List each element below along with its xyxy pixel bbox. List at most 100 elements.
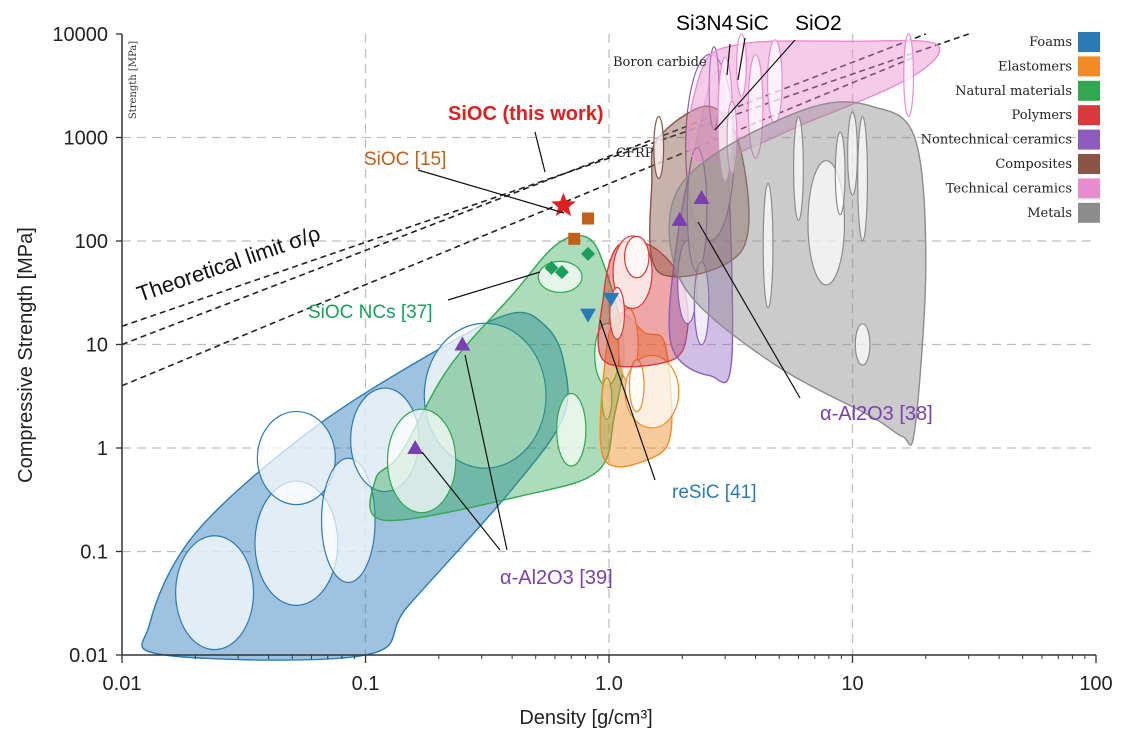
annotation-al2o3-38: α-Al2O3 [38] bbox=[820, 403, 933, 425]
point-square bbox=[582, 212, 595, 225]
family-polymers bbox=[597, 235, 689, 368]
legend-label: Polymers bbox=[1012, 108, 1072, 123]
legend-swatch bbox=[1078, 129, 1100, 150]
annotation-al2o3-39: α-Al2O3 [39] bbox=[500, 567, 613, 589]
leader-line bbox=[417, 169, 565, 214]
point-diamond bbox=[581, 246, 596, 261]
guide-line bbox=[121, 33, 927, 346]
family-bubble bbox=[793, 116, 804, 222]
y-tick-label: 1 bbox=[97, 438, 108, 460]
y-tick-label: 100 bbox=[75, 231, 108, 253]
point-triangle-up bbox=[693, 190, 710, 205]
family-bubble bbox=[766, 39, 783, 124]
legend-label: Metals bbox=[1027, 206, 1072, 221]
leader-line bbox=[697, 221, 801, 399]
point-triangle-up bbox=[407, 440, 424, 454]
family-bubble bbox=[726, 100, 738, 175]
legend-swatch bbox=[1078, 56, 1100, 77]
x-axis-label: Density [g/cm³] bbox=[519, 707, 652, 729]
family-bubble bbox=[854, 323, 871, 366]
legend-swatch bbox=[1078, 105, 1100, 126]
point-triangle-down bbox=[603, 292, 620, 307]
inner-y-axis-label: Strength [MPa] bbox=[128, 41, 139, 119]
x-tick-label: 10 bbox=[841, 673, 863, 695]
x-tick-label: 1.0 bbox=[595, 673, 623, 695]
data-points bbox=[407, 190, 710, 454]
annotation-sic: SiC bbox=[735, 12, 769, 35]
legend-label: Composites bbox=[995, 157, 1072, 172]
legend-label: Elastomers bbox=[998, 59, 1072, 74]
leader-line bbox=[737, 37, 746, 81]
legend-item: Composites bbox=[995, 154, 1100, 174]
y-tick-label: 10 bbox=[86, 335, 108, 357]
annotation-sio2: SiO2 bbox=[795, 12, 842, 35]
legend-item: Metals bbox=[1027, 202, 1100, 223]
family-bubble bbox=[556, 392, 587, 467]
family-bubble bbox=[903, 33, 915, 118]
annotation-this-work: SiOC (this work) bbox=[448, 103, 604, 125]
guide-lines bbox=[121, 33, 969, 387]
leader-line bbox=[421, 451, 501, 551]
legend-swatch bbox=[1078, 80, 1100, 101]
legend-swatch bbox=[1078, 202, 1100, 223]
legend-label: Technical ceramics bbox=[946, 181, 1072, 196]
family-bubble bbox=[386, 408, 457, 514]
family-bubble bbox=[628, 359, 645, 413]
annotation-sioc-ncs: SiOC NCs [37] bbox=[308, 302, 433, 323]
y-tick-label: 10000 bbox=[52, 24, 108, 46]
point-triangle-up bbox=[454, 336, 471, 351]
legend-item: Natural materials bbox=[955, 80, 1100, 101]
x-tick-label: 100 bbox=[1079, 673, 1112, 695]
point-diamond bbox=[554, 265, 569, 280]
y-axis-label: Compressive Strength [MPa] bbox=[15, 227, 37, 483]
legend-item: Elastomers bbox=[998, 56, 1100, 77]
family-bubble bbox=[653, 115, 665, 180]
annotation-cfrp: CFRP bbox=[616, 146, 654, 161]
x-tick-label: 0.1 bbox=[352, 673, 380, 695]
annotation-resic: reSiC [41] bbox=[672, 482, 756, 503]
y-tick-label: 1000 bbox=[64, 128, 109, 150]
legend-swatch bbox=[1078, 32, 1100, 52]
point-star bbox=[551, 192, 576, 217]
legend-label: Nontechnical ceramics bbox=[921, 133, 1072, 148]
family-bubble bbox=[623, 235, 650, 279]
annotation-boron-carbide: Boron carbide bbox=[613, 55, 707, 70]
leader-line bbox=[534, 131, 546, 173]
family-bubble bbox=[847, 111, 858, 196]
leader-line bbox=[447, 271, 541, 301]
point-diamond bbox=[544, 260, 559, 275]
y-tick-label: 0.01 bbox=[69, 645, 108, 667]
guide-line bbox=[121, 56, 915, 387]
leader-line bbox=[599, 319, 656, 481]
y-tick-label: 0.1 bbox=[80, 542, 108, 564]
legend-item: Foams bbox=[1029, 32, 1100, 52]
leader-line bbox=[714, 39, 796, 131]
family-bubble bbox=[693, 261, 710, 346]
family-natural-materials bbox=[369, 234, 625, 522]
legend-item: Polymers bbox=[1012, 105, 1100, 126]
family-metals bbox=[668, 101, 927, 446]
leader-line bbox=[726, 43, 731, 76]
legend-item: Technical ceramics bbox=[946, 178, 1100, 199]
axes: 0.01 0.1 1.0 10 100 0.01 0.1 1 10 100 1000 10000 bbox=[52, 24, 1112, 695]
point-triangle-down bbox=[580, 308, 597, 323]
family-bubble bbox=[175, 535, 255, 651]
point-triangle-up bbox=[671, 211, 688, 226]
legend-label: Foams bbox=[1029, 35, 1072, 50]
legend-swatch bbox=[1078, 154, 1100, 174]
family-bubble bbox=[320, 457, 376, 584]
leader-lines bbox=[417, 37, 801, 551]
point-square bbox=[568, 232, 581, 245]
family-elastomers bbox=[599, 307, 680, 468]
guide-line-label: Theoretical limit σ/ρ bbox=[133, 220, 323, 306]
family-bubble bbox=[834, 131, 846, 216]
legend-item: Nontechnical ceramics bbox=[921, 129, 1100, 150]
legend-label: Natural materials bbox=[955, 84, 1072, 99]
family-bubble bbox=[857, 115, 869, 242]
leader-line bbox=[464, 354, 508, 551]
family-bubble bbox=[736, 33, 747, 97]
legend-swatch bbox=[1078, 178, 1100, 199]
legend: Foams Elastomers Natural materials Polymers… bbox=[921, 32, 1100, 223]
family-bubble bbox=[256, 410, 336, 506]
